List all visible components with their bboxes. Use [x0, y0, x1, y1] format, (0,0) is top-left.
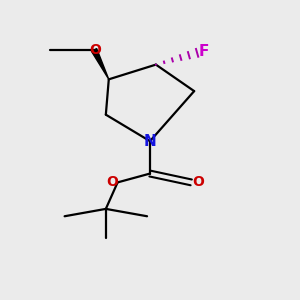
Text: O: O — [90, 43, 101, 57]
Polygon shape — [92, 49, 109, 79]
Text: F: F — [198, 44, 209, 59]
Text: O: O — [192, 176, 204, 189]
Text: O: O — [106, 176, 118, 189]
Text: N: N — [144, 134, 156, 149]
